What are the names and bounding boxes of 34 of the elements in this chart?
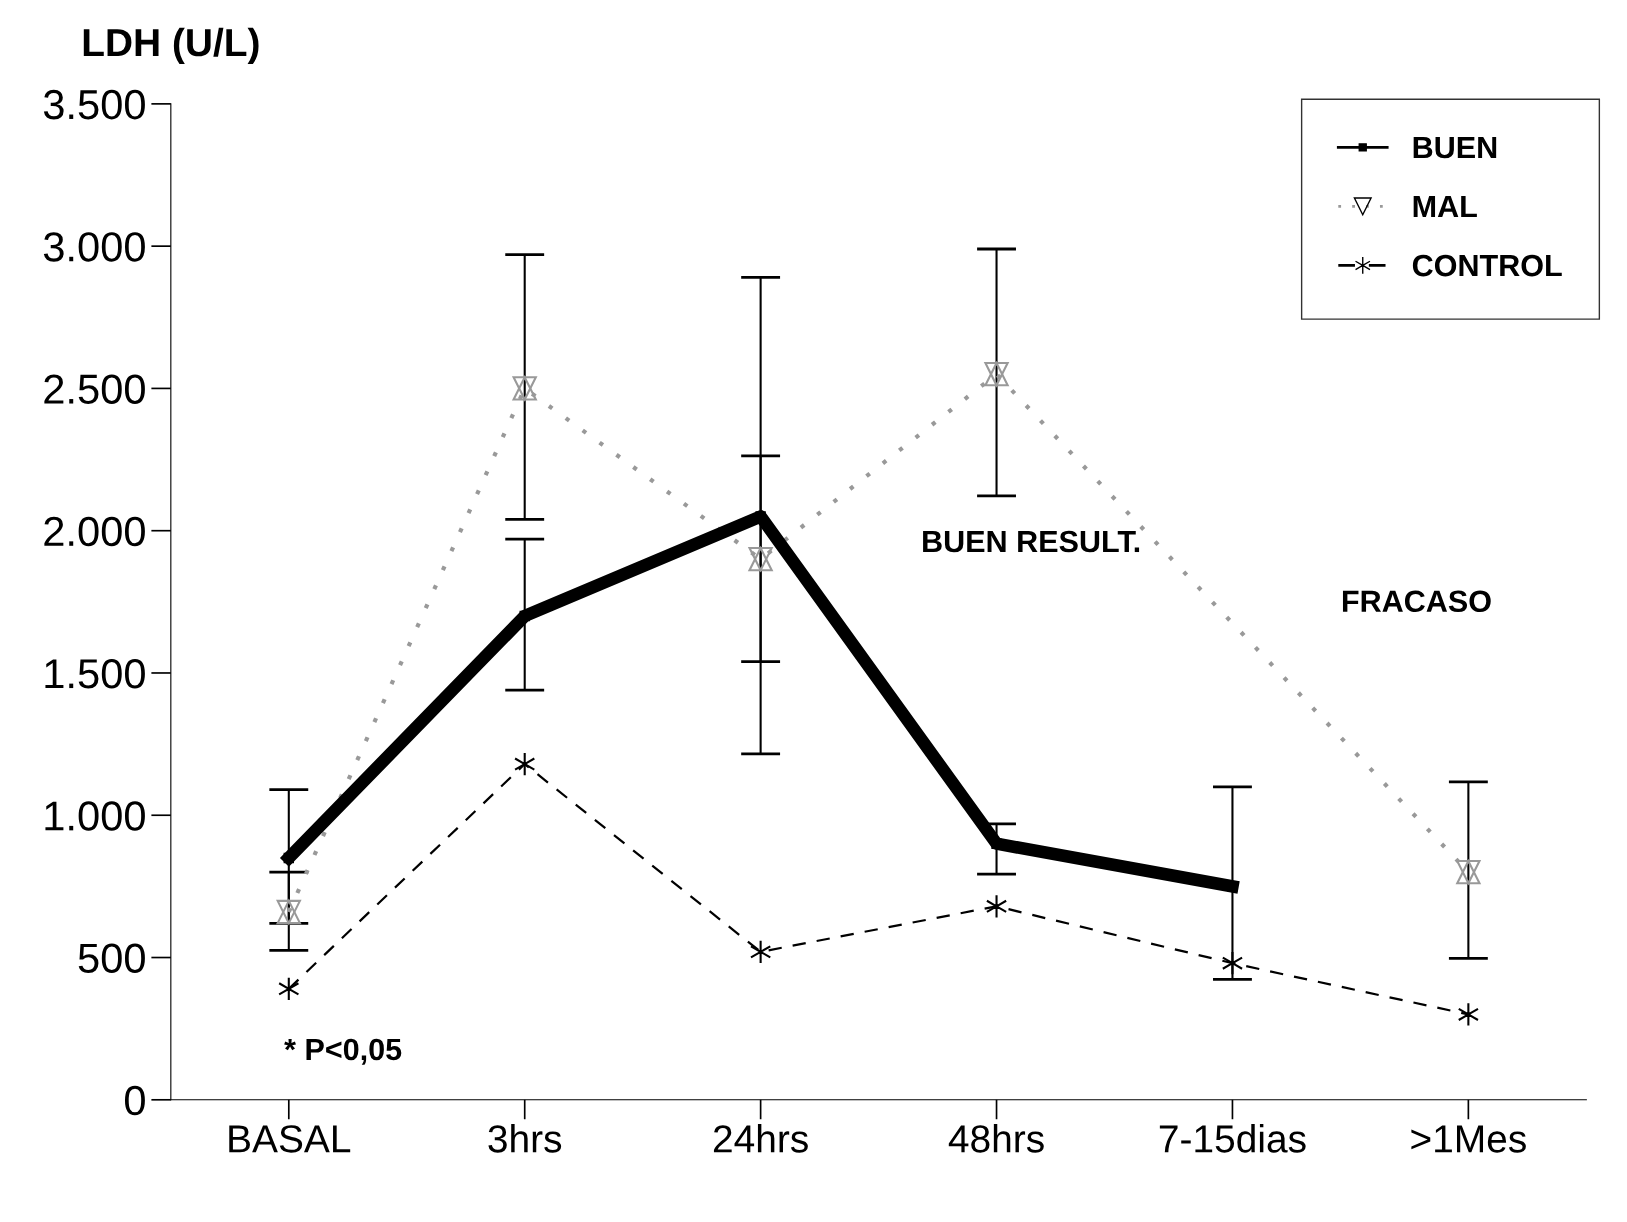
y-tick-label: 3.500	[43, 89, 145, 120]
y-tick-label: 2.000	[44, 516, 145, 547]
point	[1221, 951, 1244, 976]
y-tick-label: 2.500	[44, 374, 145, 404]
y-tick-label: 3.000	[43, 232, 145, 262]
point	[748, 547, 773, 572]
y-axis-title: LDH (U/L)	[83, 27, 259, 65]
annotation: BUEN RESULT.	[923, 530, 1140, 553]
x-tick-label: 7-15dias	[1159, 1124, 1306, 1153]
point	[749, 939, 772, 964]
point	[276, 899, 301, 925]
point	[278, 976, 300, 1001]
point	[519, 610, 530, 622]
legend-label: BUEN	[1413, 137, 1497, 159]
x-tick-label: BASAL	[229, 1125, 351, 1153]
y-tick-label: 500	[78, 943, 145, 974]
point	[1457, 1002, 1480, 1027]
y-tick-label: 1.500	[45, 658, 145, 689]
annotation: * P<0,05	[284, 1038, 402, 1065]
x-tick-label: 48hrs	[948, 1124, 1044, 1153]
point	[1456, 860, 1481, 885]
x-tick-label: >1Mes	[1411, 1125, 1526, 1153]
point	[984, 362, 1009, 387]
legend-label: MAL	[1413, 196, 1477, 218]
point	[283, 852, 294, 864]
legend-label: CONTROL	[1412, 254, 1562, 277]
y-tick-label: 0	[124, 1085, 145, 1116]
point	[985, 894, 1008, 919]
annotation: FRACASO	[1342, 590, 1491, 613]
point	[514, 751, 536, 777]
y-tick-label: 1.000	[45, 801, 145, 831]
x-tick-label: 24hrs	[713, 1124, 808, 1153]
x-tick-label: 3hrs	[488, 1124, 562, 1153]
point	[512, 376, 537, 401]
